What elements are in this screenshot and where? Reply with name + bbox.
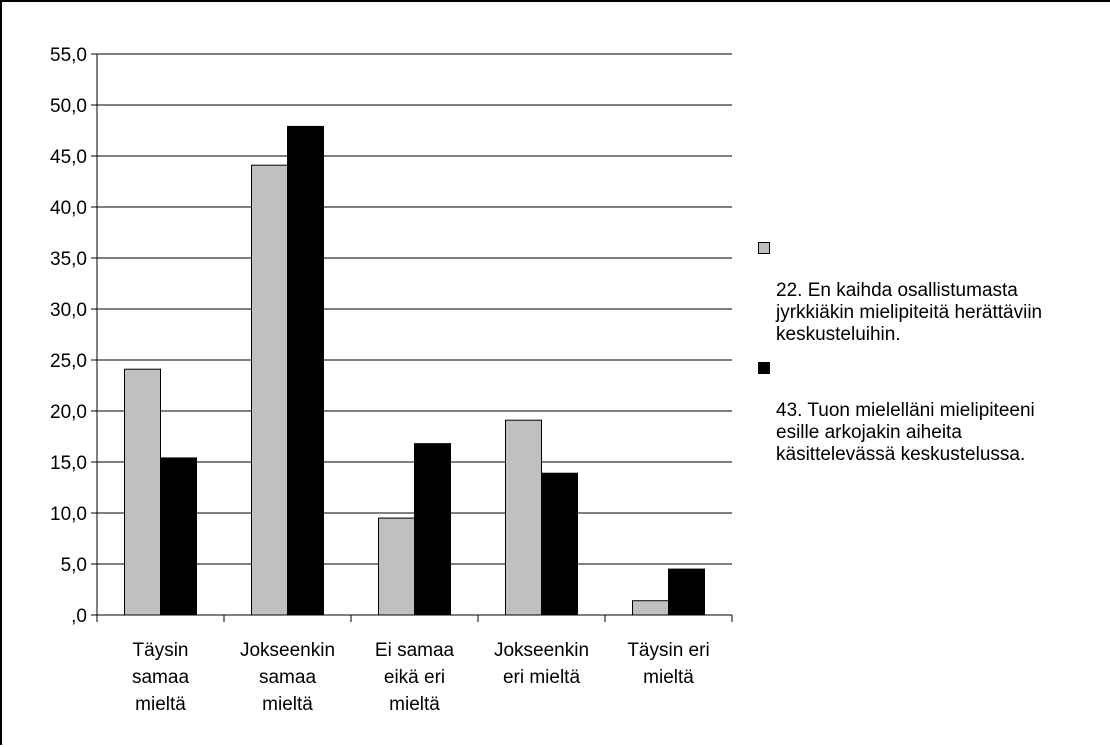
y-tick-label: 30,0 [50,300,87,321]
legend-label-series-1: 22. En kaihda osallistumasta jyrkkiäkin … [776,280,1043,345]
y-tick-label: 35,0 [50,249,87,270]
y-tick-label: 5,0 [61,555,87,576]
y-tick-label: 50,0 [50,96,87,117]
bar-series-2 [668,568,705,616]
x-tick-label: Jokseenkin eri mieltä [494,640,589,688]
y-tick-label: ,0 [71,606,87,627]
legend: 22. En kaihda osallistumasta jyrkkiäkin … [758,236,1110,476]
bar-series-1 [505,419,542,616]
bar-series-2 [541,472,578,616]
bar-series-1 [378,517,415,616]
y-tick-label: 40,0 [50,198,87,219]
x-tick-label: Täysin eri mieltä [627,640,709,688]
legend-swatch-series-2 [758,362,770,374]
bar-series-1 [124,368,161,616]
y-tick-label: 10,0 [50,504,87,525]
y-tick-label: 55,0 [50,45,87,66]
bar-series-2 [414,443,451,616]
x-tick-label: Ei samaa eikä eri mieltä [375,640,455,715]
x-tick-label: Jokseenkin samaa mieltä [240,640,335,715]
bar-series-1 [632,600,669,616]
bar-series-2 [160,457,197,616]
legend-item-series-2: 43. Tuon mielelläni mielipiteeni esille … [758,356,1110,466]
y-tick-label: 20,0 [50,402,87,423]
y-tick-label: 45,0 [50,147,87,168]
legend-label-series-2: 43. Tuon mielelläni mielipiteeni esille … [776,400,1035,465]
legend-swatch-series-1 [758,242,770,254]
legend-item-series-1: 22. En kaihda osallistumasta jyrkkiäkin … [758,236,1110,346]
bar-series-1 [251,164,288,616]
x-tick-label: Täysin samaa mieltä [132,640,189,715]
y-tick-label: 15,0 [50,453,87,474]
bar-series-2 [287,125,324,616]
y-tick-label: 25,0 [50,351,87,372]
